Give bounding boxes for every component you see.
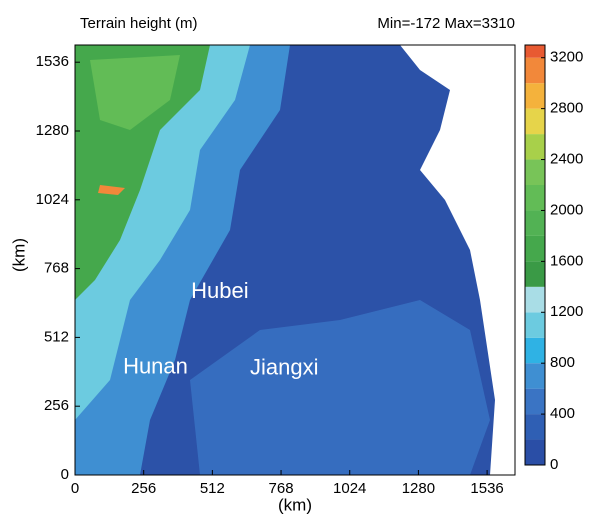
colorbar-tick-label: 1600 bbox=[550, 252, 583, 269]
colorbar-band bbox=[525, 363, 545, 388]
colorbar-tick-label: 2400 bbox=[550, 151, 583, 168]
colorbar-band bbox=[525, 210, 545, 235]
x-tick-label: 1536 bbox=[470, 480, 503, 497]
colorbar-tick-label: 1200 bbox=[550, 303, 583, 320]
x-axis-label: (km) bbox=[278, 495, 312, 514]
colorbar-band bbox=[525, 236, 545, 261]
colorbar-band bbox=[525, 338, 545, 363]
x-tick-label: 512 bbox=[200, 480, 225, 497]
colorbar-band bbox=[525, 58, 545, 83]
y-tick-label: 0 bbox=[61, 466, 69, 483]
colorbar-tick-label: 2000 bbox=[550, 201, 583, 218]
title: Terrain height (m) bbox=[80, 15, 198, 32]
colorbar-band bbox=[525, 160, 545, 185]
colorbar-band bbox=[525, 109, 545, 134]
colorbar-band bbox=[525, 389, 545, 414]
colorbar-tick-label: 2800 bbox=[550, 100, 583, 117]
colorbar-band bbox=[525, 414, 545, 439]
chart: Terrain height (m) Min=-172 Max=3310 (km… bbox=[0, 0, 594, 518]
subtitle: Min=-172 Max=3310 bbox=[377, 15, 515, 32]
region-label: Jiangxi bbox=[250, 355, 318, 380]
colorbar-band bbox=[525, 185, 545, 210]
y-tick-label: 768 bbox=[44, 260, 69, 277]
y-tick-label: 1280 bbox=[36, 122, 69, 139]
x-tick-label: 1280 bbox=[402, 480, 435, 497]
x-tick-label: 768 bbox=[269, 480, 294, 497]
colorbar-band bbox=[525, 440, 545, 465]
colorbar-band bbox=[525, 45, 545, 58]
x-tick-label: 0 bbox=[71, 480, 79, 497]
colorbar-band bbox=[525, 261, 545, 286]
colorbar-band bbox=[525, 134, 545, 159]
y-tick-label: 512 bbox=[44, 328, 69, 345]
region-label: Hubei bbox=[191, 278, 248, 303]
colorbar-band bbox=[525, 287, 545, 312]
x-tick-label: 256 bbox=[131, 480, 156, 497]
region-label: Hunan bbox=[123, 353, 188, 378]
colorbar-band bbox=[525, 83, 545, 108]
colorbar-tick-label: 800 bbox=[550, 354, 575, 371]
y-tick-label: 1024 bbox=[36, 191, 69, 208]
y-axis-label: (km) bbox=[9, 238, 28, 272]
colorbar-band bbox=[525, 312, 545, 337]
colorbar-tick-label: 400 bbox=[550, 405, 575, 422]
y-tick-label: 256 bbox=[44, 397, 69, 414]
y-tick-label: 1536 bbox=[36, 53, 69, 70]
x-tick-label: 1024 bbox=[333, 480, 366, 497]
colorbar-tick-label: 3200 bbox=[550, 49, 583, 66]
colorbar-tick-label: 0 bbox=[550, 456, 558, 473]
terrain bbox=[75, 45, 515, 475]
